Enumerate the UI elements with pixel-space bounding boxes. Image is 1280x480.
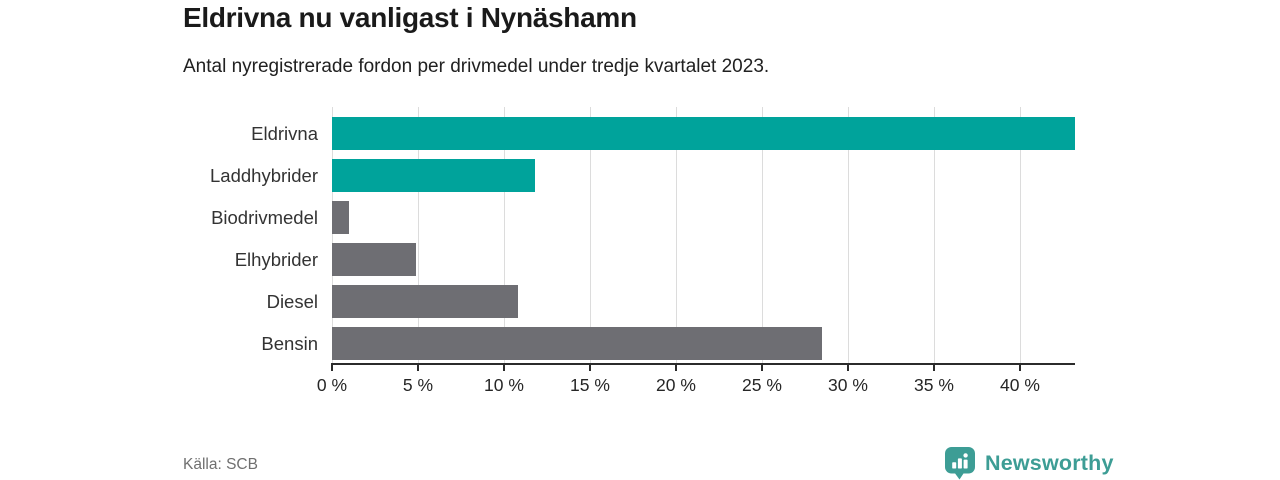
axis-tick: [674, 363, 677, 371]
bar-diesel: [332, 285, 518, 318]
category-labels: Eldrivna Laddhybrider Biodrivmedel Elhybrid…: [183, 107, 318, 364]
axis-tick: [588, 363, 591, 371]
gridline: [503, 107, 505, 364]
gridline: [933, 107, 935, 364]
axis-tick: [502, 363, 505, 371]
axis-tick: [331, 363, 333, 371]
newsworthy-logo-icon: [945, 447, 975, 480]
axis-tick: [416, 363, 419, 371]
source-note: Källa: SCB: [183, 456, 258, 473]
bar-elhybrider: [332, 243, 417, 276]
x-axis-line: [332, 363, 1075, 365]
category-label: Diesel: [266, 291, 318, 312]
axis-tick: [846, 363, 849, 371]
axis-tick-label: 40 %: [1000, 375, 1040, 395]
chart-subtitle: Antal nyregistrerade fordon per drivmede…: [183, 56, 770, 77]
category-label: Bensin: [261, 333, 318, 354]
axis-tick-label: 20 %: [656, 375, 696, 395]
bar-biodrivmedel: [332, 201, 350, 234]
gridline: [761, 107, 763, 364]
axis-tick-label: 30 %: [828, 375, 868, 395]
category-label: Elhybrider: [234, 249, 318, 270]
chart-title: Eldrivna nu vanligast i Nynäshamn: [183, 2, 637, 33]
bar-eldrivna: [332, 117, 1075, 150]
axis-tick-label: 10 %: [484, 375, 524, 395]
gridline: [675, 107, 677, 364]
axis-tick-label: 25 %: [742, 375, 782, 395]
gridline: [417, 107, 419, 364]
gridline: [589, 107, 591, 364]
gridline: [1019, 107, 1021, 364]
category-label: Laddhybrider: [210, 165, 318, 186]
axis-tick: [1018, 363, 1021, 371]
axis-tick-label: 5 %: [402, 375, 434, 395]
x-axis: 0 % 5 % 10 % 15 % 20 % 25 % 30 % 35 % 40 %: [317, 363, 1075, 403]
axis-tick: [760, 363, 763, 371]
axis-tick-label: 0 %: [316, 375, 348, 395]
plot-area: [332, 107, 1075, 364]
gridline: [332, 107, 333, 364]
gridline: [847, 107, 849, 364]
category-label: Biodrivmedel: [211, 207, 318, 228]
brand-name: Newsworthy: [985, 450, 1114, 475]
newsworthy-logo: Newsworthy: [944, 446, 1114, 480]
bar-bensin: [332, 327, 823, 360]
bar-laddhybrider: [332, 159, 535, 192]
axis-tick-label: 15 %: [570, 375, 610, 395]
axis-tick: [932, 363, 935, 371]
category-label: Eldrivna: [251, 123, 318, 144]
axis-tick-label: 35 %: [914, 375, 954, 395]
